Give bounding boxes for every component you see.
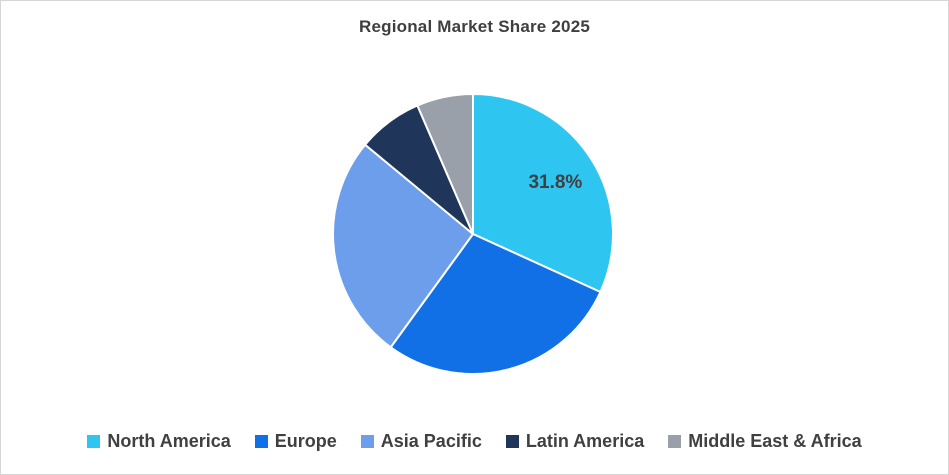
legend-swatch-icon: [505, 435, 519, 448]
legend-swatch-icon: [668, 435, 682, 448]
legend-item-latin-america: Latin America: [505, 431, 645, 452]
legend-item-north-america: North America: [87, 431, 231, 452]
legend-label: Middle East & Africa: [688, 431, 862, 451]
pie-slice-asia-pacific: [332, 143, 474, 349]
legend-item-asia-pacific: Asia Pacific: [360, 431, 482, 452]
data-label-north-america: 31.8%: [528, 172, 582, 193]
legend-label: Europe: [274, 431, 337, 451]
pie-slice-middle-east-africa: [416, 93, 474, 235]
legend-item-europe: Europe: [254, 431, 337, 452]
legend-swatch-icon: [254, 435, 268, 448]
chart-legend: North America Europe Asia Pacific Latin Ame…: [1, 431, 948, 452]
pie-slice-europe: [389, 233, 602, 375]
pie-slice-north-america: [472, 93, 614, 294]
chart-title: Regional Market Share 2025: [358, 17, 591, 36]
legend-swatch-icon: [87, 435, 101, 448]
legend-item-middle-east-africa: Middle East & Africa: [668, 431, 862, 452]
legend-swatch-icon: [360, 435, 374, 448]
legend-label: North America: [107, 431, 231, 451]
legend-label: Asia Pacific: [380, 431, 482, 451]
legend-label: Latin America: [525, 431, 645, 451]
